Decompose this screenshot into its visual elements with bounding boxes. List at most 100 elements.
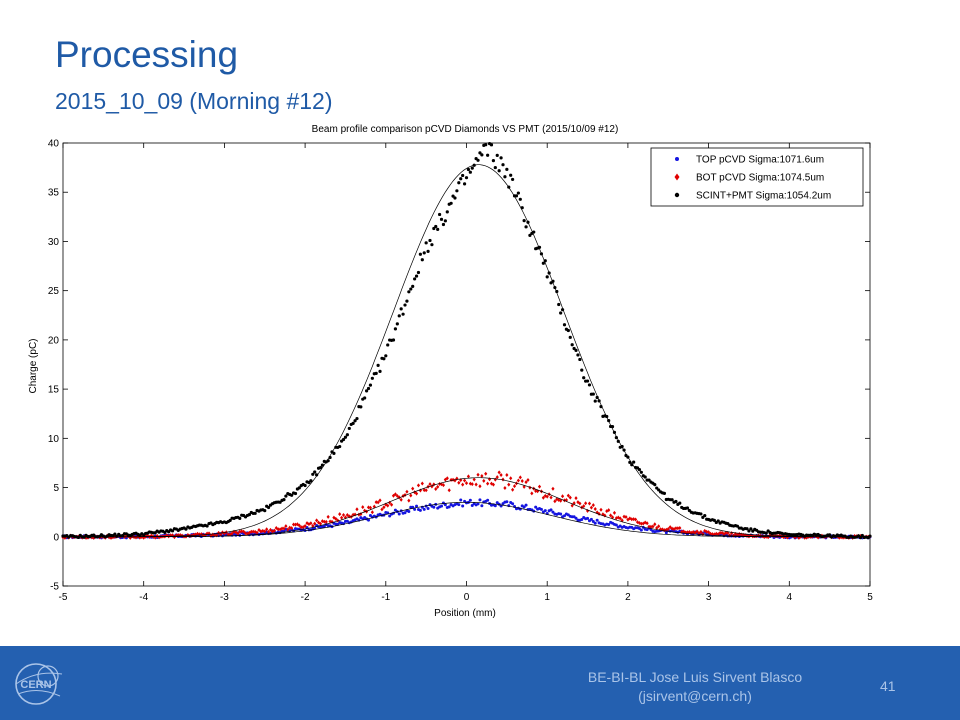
- bot-pcvd-point: [286, 527, 290, 532]
- scint-pmt-point: [461, 173, 465, 178]
- scint-pmt-point: [353, 419, 357, 423]
- bot-pcvd-point: [90, 535, 94, 540]
- bot-pcvd-point: [678, 526, 682, 531]
- bot-pcvd-point: [476, 472, 480, 477]
- bot-pcvd-point: [340, 515, 344, 520]
- bot-pcvd-point: [570, 503, 574, 508]
- scint-pmt-point: [439, 217, 444, 221]
- bot-pcvd-point: [332, 515, 336, 520]
- scint-pmt-point: [495, 153, 499, 157]
- bot-pcvd-point: [526, 478, 530, 483]
- scint-pmt-point: [587, 383, 592, 387]
- bot-pcvd-point: [582, 504, 586, 509]
- legend-box: [650, 147, 864, 207]
- scint-pmt-point: [284, 494, 288, 498]
- scint-pmt-point: [509, 173, 513, 177]
- bot-pcvd-point: [486, 481, 490, 486]
- scint-pmt-point: [662, 491, 667, 495]
- bot-pcvd-point: [297, 523, 301, 528]
- scint-pmt-point: [445, 210, 449, 214]
- scint-pmt-point: [455, 189, 459, 193]
- bot-pcvd-point: [320, 519, 324, 524]
- scint-pmt-point: [699, 512, 703, 516]
- scint-pmt-point: [320, 463, 324, 467]
- bot-pcvd-point: [568, 495, 572, 500]
- bot-pcvd-point: [524, 480, 528, 485]
- scint-pmt-point: [345, 433, 349, 437]
- scint-pmt-point: [514, 194, 519, 198]
- legend-marker-bot: [674, 173, 680, 181]
- scint-pmt-point: [343, 435, 348, 439]
- scint-pmt-point: [557, 302, 561, 307]
- bot-pcvd-point: [674, 526, 678, 531]
- bot-pcvd-point: [603, 513, 607, 518]
- bot-pcvd-point: [368, 505, 373, 510]
- bot-pcvd-point: [251, 529, 255, 534]
- scint-pmt-point: [290, 493, 294, 497]
- bot-pcvd-point: [658, 527, 663, 532]
- scint-pmt-point: [478, 151, 482, 155]
- bot-pcvd-point: [176, 533, 180, 538]
- bot-pcvd-point: [628, 516, 632, 521]
- y-tick-label: 30: [48, 237, 60, 248]
- bot-pcvd-point: [626, 517, 630, 522]
- bot-pcvd-point: [303, 524, 307, 529]
- bot-pcvd-point: [591, 503, 595, 508]
- bot-pcvd-point: [655, 526, 659, 531]
- bot-pcvd-point: [699, 529, 703, 534]
- scint-pmt-point: [501, 163, 505, 167]
- scint-pmt-point: [670, 498, 674, 502]
- scint-pmt-point: [416, 270, 421, 275]
- top-pcvd-point: [457, 503, 461, 507]
- bot-pcvd-point: [574, 496, 578, 501]
- bot-pcvd-point: [543, 493, 547, 498]
- bot-pcvd-point: [541, 495, 545, 500]
- bot-pcvd-point: [445, 476, 449, 481]
- bot-pcvd-point: [418, 488, 422, 493]
- bot-pcvd-point: [234, 530, 238, 535]
- bot-pcvd-point: [134, 535, 138, 540]
- bot-pcvd-point: [301, 525, 305, 530]
- top-pcvd-point: [440, 504, 444, 508]
- bot-pcvd-point: [268, 527, 273, 532]
- scint-pmt-point: [484, 143, 488, 147]
- bot-pcvd-point: [478, 484, 482, 489]
- bot-pcvd-point: [449, 477, 453, 482]
- top-pcvd-point: [480, 504, 484, 508]
- scint-pmt-point: [449, 201, 453, 205]
- bot-pcvd-point: [618, 516, 622, 521]
- scint-pmt-point: [518, 197, 522, 201]
- scint-pmt-point: [403, 303, 407, 307]
- scint-pmt-point: [430, 243, 434, 247]
- bot-pcvd-point: [84, 535, 88, 540]
- scint-pmt-point: [678, 501, 682, 505]
- scint-pmt-point: [247, 513, 251, 517]
- bot-pcvd-point: [399, 497, 403, 502]
- scint-pmt-point: [411, 284, 415, 288]
- bot-pcvd-point: [520, 478, 524, 483]
- bot-pcvd-point: [240, 529, 244, 534]
- top-pcvd-point: [511, 502, 515, 506]
- bot-pcvd-point: [512, 484, 517, 489]
- scint-pmt-point: [685, 506, 690, 510]
- scint-pmt-point: [368, 383, 373, 387]
- scint-pmt-point: [522, 219, 526, 223]
- bot-pcvd-point: [468, 481, 472, 486]
- bot-pcvd-point: [351, 512, 355, 517]
- top-pcvd-point: [639, 528, 643, 532]
- x-axis-label: Position (mm): [434, 608, 496, 619]
- top-pcvd-point: [407, 510, 411, 514]
- bot-pcvd-point: [376, 500, 380, 505]
- scint-pmt-point: [370, 376, 374, 380]
- scint-pmt-point: [374, 371, 378, 375]
- bot-pcvd-point: [366, 505, 371, 510]
- bot-pcvd-point: [282, 526, 286, 531]
- bot-pcvd-point: [443, 477, 447, 482]
- scint-pmt-point: [828, 533, 832, 537]
- scint-pmt-point: [470, 166, 474, 170]
- top-pcvd-point: [476, 502, 480, 506]
- footer-email: (jsirvent@cern.ch): [638, 688, 752, 704]
- scint-pmt-point: [376, 363, 380, 368]
- y-axis-label: Charge (pC): [28, 338, 39, 393]
- bot-pcvd-point: [259, 529, 263, 534]
